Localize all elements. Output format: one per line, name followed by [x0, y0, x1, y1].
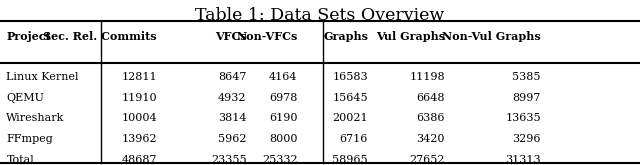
Text: 11910: 11910 [121, 93, 157, 102]
Text: 16583: 16583 [332, 72, 368, 82]
Text: 23355: 23355 [211, 155, 246, 165]
Text: Project: Project [6, 31, 51, 42]
Text: Linux Kernel: Linux Kernel [6, 72, 79, 82]
Text: 4164: 4164 [269, 72, 298, 82]
Text: 4932: 4932 [218, 93, 246, 102]
Text: 48687: 48687 [122, 155, 157, 165]
Text: 58965: 58965 [332, 155, 368, 165]
Text: 15645: 15645 [332, 93, 368, 102]
Text: 25332: 25332 [262, 155, 298, 165]
Text: 6978: 6978 [269, 93, 298, 102]
Text: 3420: 3420 [416, 134, 445, 144]
Text: 3296: 3296 [512, 134, 541, 144]
Text: 5385: 5385 [512, 72, 541, 82]
Text: Non-Vul Graphs: Non-Vul Graphs [442, 31, 541, 42]
Text: 6190: 6190 [269, 113, 298, 123]
Text: QEMU: QEMU [6, 93, 44, 102]
Text: 3814: 3814 [218, 113, 246, 123]
Text: 31313: 31313 [505, 155, 541, 165]
Text: Total: Total [6, 155, 34, 165]
Text: FFmpeg: FFmpeg [6, 134, 53, 144]
Text: 8997: 8997 [513, 93, 541, 102]
Text: Sec. Rel. Commits: Sec. Rel. Commits [43, 31, 157, 42]
Text: Wireshark: Wireshark [6, 113, 65, 123]
Text: 6386: 6386 [416, 113, 445, 123]
Text: Graphs: Graphs [323, 31, 368, 42]
Text: 5962: 5962 [218, 134, 246, 144]
Text: 27652: 27652 [410, 155, 445, 165]
Text: 8000: 8000 [269, 134, 298, 144]
Text: 10004: 10004 [121, 113, 157, 123]
Text: 13635: 13635 [505, 113, 541, 123]
Text: 6648: 6648 [416, 93, 445, 102]
Text: Table 1: Data Sets Overview: Table 1: Data Sets Overview [195, 7, 445, 24]
Text: 13962: 13962 [121, 134, 157, 144]
Text: 6716: 6716 [340, 134, 368, 144]
Text: 12811: 12811 [121, 72, 157, 82]
Text: 8647: 8647 [218, 72, 246, 82]
Text: VFCs: VFCs [214, 31, 246, 42]
Text: 20021: 20021 [332, 113, 368, 123]
Text: Vul Graphs: Vul Graphs [376, 31, 445, 42]
Text: 11198: 11198 [409, 72, 445, 82]
Text: Non-VFCs: Non-VFCs [236, 31, 298, 42]
